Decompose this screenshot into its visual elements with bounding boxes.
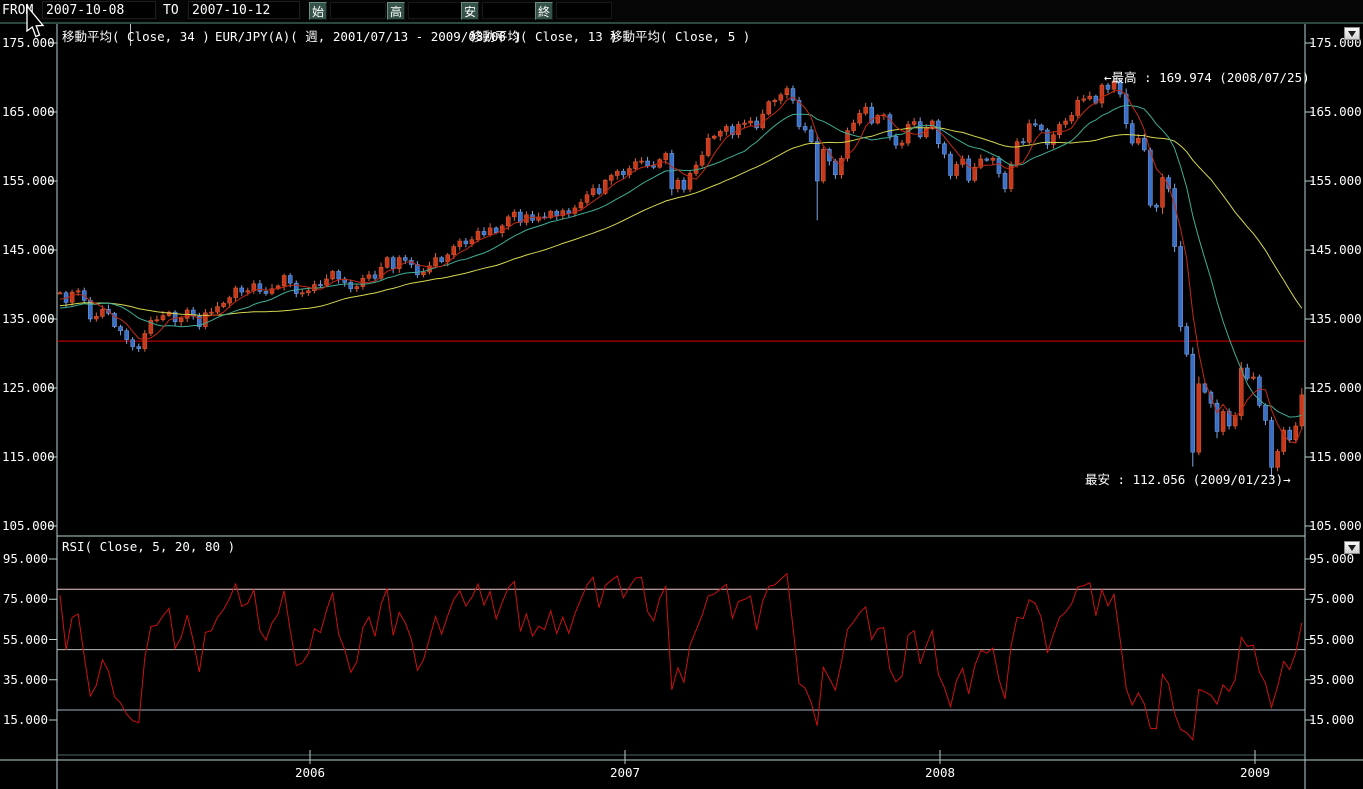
high-button[interactable]: 高 bbox=[387, 2, 405, 20]
price-axis-label: 155.000 bbox=[1309, 173, 1362, 188]
high-value-input[interactable] bbox=[408, 2, 464, 19]
header-separator bbox=[130, 24, 131, 46]
year-axis-label: 2009 bbox=[1239, 765, 1271, 780]
close-value-input[interactable] bbox=[556, 2, 612, 19]
ma13-line bbox=[59, 104, 1302, 418]
price-axis-label: 135.000 bbox=[1309, 311, 1362, 326]
from-label: FROM bbox=[2, 3, 34, 18]
rsi-axis-label: 75.000 bbox=[2, 591, 48, 607]
price-axis-label: 145.000 bbox=[1309, 242, 1362, 257]
rsi-axis-label: 35.000 bbox=[1309, 671, 1355, 687]
from-date-input[interactable] bbox=[42, 1, 156, 19]
candles-layer bbox=[57, 77, 1305, 478]
axes-layer bbox=[0, 24, 1363, 789]
rsi-axis-label: 75.000 bbox=[1309, 591, 1355, 607]
chevron-down-icon bbox=[1348, 30, 1356, 37]
rsi-line-layer bbox=[59, 572, 1303, 742]
price-axis-label: 165.000 bbox=[1309, 104, 1362, 119]
price-axis-label: 145.000 bbox=[2, 242, 55, 257]
price-axis-label: 165.000 bbox=[2, 104, 55, 119]
to-label: TO bbox=[163, 3, 179, 18]
close-button[interactable]: 終 bbox=[535, 2, 553, 20]
price-axis-label: 105.000 bbox=[2, 518, 55, 533]
price-axis-label: 115.000 bbox=[1309, 449, 1362, 464]
price-axis-label: 155.000 bbox=[2, 173, 55, 188]
rsi-axis-label: 35.000 bbox=[2, 671, 48, 687]
rsi-axis-label: 95.000 bbox=[1309, 551, 1355, 566]
year-axis-label: 2007 bbox=[609, 765, 641, 780]
price-axis-label: 125.000 bbox=[2, 380, 55, 395]
date-range-toolbar: FROM TO 始 高 安 終 bbox=[0, 0, 1363, 24]
low-value-input[interactable] bbox=[482, 2, 538, 19]
price-axis-label: 105.000 bbox=[1309, 518, 1362, 533]
chevron-down-icon bbox=[1348, 544, 1356, 551]
symbol-label[interactable]: EUR/JPY(A)( 週, 2001/07/13 - 2009/03/06 ) bbox=[215, 29, 521, 44]
open-button[interactable]: 始 bbox=[309, 2, 327, 20]
year-axis-label: 2006 bbox=[294, 765, 326, 780]
year-axis-label: 2008 bbox=[924, 765, 956, 780]
price-axis-label: 115.000 bbox=[2, 449, 55, 464]
high-annotation: ←最高 : 169.974 (2008/07/25) bbox=[1104, 70, 1310, 85]
rsi-title[interactable]: RSI( Close, 5, 20, 80 ) bbox=[62, 539, 236, 554]
indicator-ma13-label[interactable]: 移動平均( Close, 13 ) bbox=[470, 29, 618, 44]
price-axis-label: 175.000 bbox=[2, 35, 55, 50]
ma5-line bbox=[59, 89, 1303, 444]
rsi-axis-label: 95.000 bbox=[2, 551, 48, 566]
indicator-ma5-label[interactable]: 移動平均( Close, 5 ) bbox=[610, 29, 751, 44]
ma34-line bbox=[59, 127, 1303, 316]
price-axis-label: 135.000 bbox=[2, 311, 55, 326]
main-panel-dropdown-button[interactable] bbox=[1344, 27, 1360, 40]
indicator-ma34-label[interactable]: 移動平均( Close, 34 ) bbox=[62, 29, 210, 44]
rsi-axis-label: 15.000 bbox=[2, 712, 48, 727]
low-button[interactable]: 安 bbox=[461, 2, 479, 20]
open-value-input[interactable] bbox=[330, 2, 386, 19]
price-axis-label: 125.000 bbox=[1309, 380, 1362, 395]
moving-averages-layer bbox=[59, 89, 1303, 444]
rsi-axis-label: 55.000 bbox=[1309, 631, 1355, 647]
rsi-axis-label: 15.000 bbox=[1309, 712, 1355, 727]
low-annotation: 最安 : 112.056 (2009/01/23)→ bbox=[1085, 472, 1291, 487]
rsi-panel-dropdown-button[interactable] bbox=[1344, 541, 1360, 554]
to-date-input[interactable] bbox=[188, 1, 300, 19]
rsi-axis-label: 55.000 bbox=[2, 631, 48, 647]
